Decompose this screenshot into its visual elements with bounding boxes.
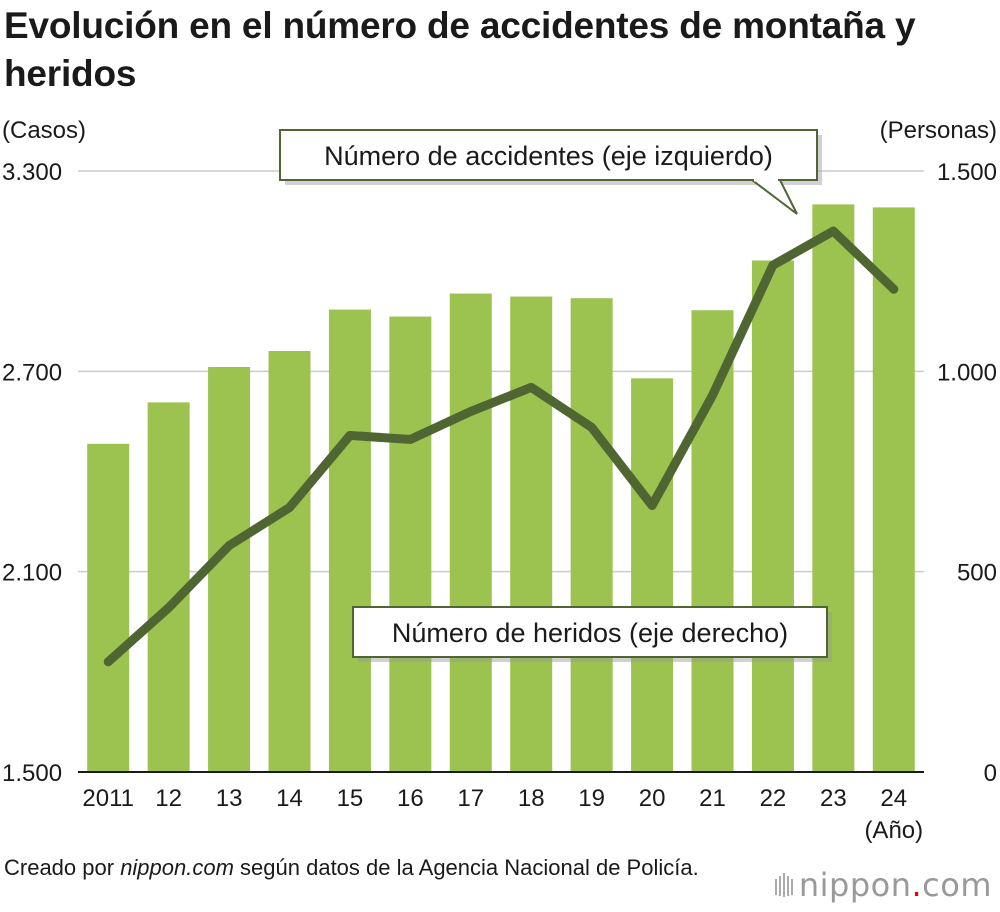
grid-lines	[78, 170, 924, 573]
bar-16	[389, 316, 432, 772]
bar-23	[812, 204, 855, 772]
x-tick-label: 2011	[82, 785, 134, 812]
x-tick-label: 12	[155, 785, 182, 812]
x-tick-label: 14	[276, 785, 303, 812]
x-tick-label: 20	[639, 785, 666, 812]
x-tick-label: 15	[337, 785, 364, 812]
right-axis-label: (Personas)	[880, 117, 997, 144]
bar-13	[208, 366, 251, 772]
bar-2011	[87, 443, 130, 772]
left-tick-label: 1.500	[2, 760, 62, 787]
x-tick-label: 22	[760, 785, 787, 812]
chart-title: Evolución en el número de accidentes de …	[4, 5, 916, 94]
brand-tld: com	[922, 866, 992, 904]
callout-injured: Número de heridos (eje derecho)	[352, 606, 832, 662]
source-suffix: según datos de la Agencia Nacional de Po…	[233, 855, 699, 880]
bar-series-accidents	[87, 204, 915, 772]
left-axis-label: (Casos)	[2, 117, 86, 144]
source-site: nippon.com	[120, 855, 234, 880]
logo-bars-icon	[774, 873, 793, 897]
callout-injured-text: Número de heridos (eje derecho)	[392, 618, 788, 648]
bar-14	[268, 350, 311, 772]
x-axis-label: (Año)	[864, 817, 923, 844]
callouts: Número de accidentes (eje izquierdo) Núme…	[279, 129, 832, 662]
combo-chart: 1.500 2.100 2.700 3.300 0 500 1.000 1.500 (Casos…	[2, 117, 997, 844]
source-note: Creado por nippon.com según datos de la …	[4, 854, 704, 882]
nippon-logo: nippon.com	[774, 866, 992, 904]
injured-line	[103, 226, 899, 667]
x-tick-label: 19	[578, 785, 605, 812]
axes: 1.500 2.100 2.700 3.300 0 500 1.000 1.500 (Casos…	[2, 117, 997, 844]
x-tick-label: 18	[518, 785, 545, 812]
bar-22	[751, 260, 794, 772]
bar-21	[691, 310, 734, 772]
brand-dot: .	[911, 866, 923, 904]
left-tick-label: 3.300	[2, 159, 62, 186]
bar-15	[328, 309, 371, 772]
right-tick-label: 1.000	[937, 359, 997, 386]
bar-19	[570, 298, 613, 772]
line-series-injured	[103, 226, 899, 667]
bar-17	[449, 293, 492, 772]
brand-name: nippon	[798, 866, 912, 904]
bar-18	[510, 296, 553, 772]
right-tick-label: 500	[957, 560, 997, 587]
callout-accidents-text: Número de accidentes (eje izquierdo)	[324, 141, 773, 171]
callout-accidents: Número de accidentes (eje izquierdo)	[279, 129, 822, 215]
left-tick-label: 2.100	[2, 560, 62, 587]
left-tick-label: 2.700	[2, 359, 62, 386]
x-tick-label: 24	[880, 785, 907, 812]
x-tick-label: 13	[216, 785, 243, 812]
x-tick-label: 16	[397, 785, 424, 812]
x-tick-label: 23	[820, 785, 847, 812]
right-tick-label: 1.500	[937, 159, 997, 186]
x-tick-label: 21	[699, 785, 726, 812]
x-tick-label: 17	[457, 785, 484, 812]
bar-20	[631, 378, 674, 772]
source-prefix: Creado por	[4, 855, 121, 880]
bar-24	[872, 207, 915, 772]
right-tick-label: 0	[984, 760, 997, 787]
